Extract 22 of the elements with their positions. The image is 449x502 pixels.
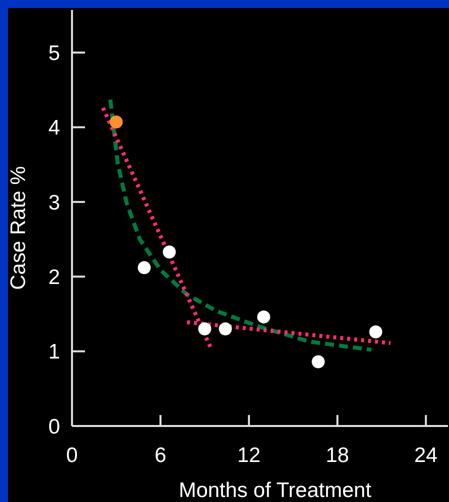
- y-tick-label: 5: [48, 42, 60, 65]
- x-tick-label: 12: [237, 444, 261, 467]
- point: [110, 116, 123, 129]
- y-tick-label: 2: [48, 266, 60, 289]
- point: [162, 245, 176, 258]
- y-tick-label: 3: [48, 191, 60, 214]
- y-tick-label: 0: [48, 415, 60, 438]
- point: [257, 310, 270, 324]
- y-axis-title: Case Rate %: [7, 166, 30, 290]
- y-tick-label: 1: [48, 340, 60, 364]
- x-axis-title: Months of Treatment: [178, 479, 372, 502]
- point: [312, 355, 325, 368]
- point: [198, 322, 212, 336]
- x-tick-label: 6: [154, 444, 166, 467]
- y-tick-label: 4: [48, 116, 60, 140]
- line-series: [108, 98, 374, 352]
- x-tick-label: 24: [414, 444, 438, 467]
- point: [369, 325, 382, 338]
- point: [138, 261, 151, 274]
- x-tick-label: 0: [66, 444, 78, 467]
- point: [218, 322, 232, 336]
- x-tick-label: 18: [326, 444, 350, 467]
